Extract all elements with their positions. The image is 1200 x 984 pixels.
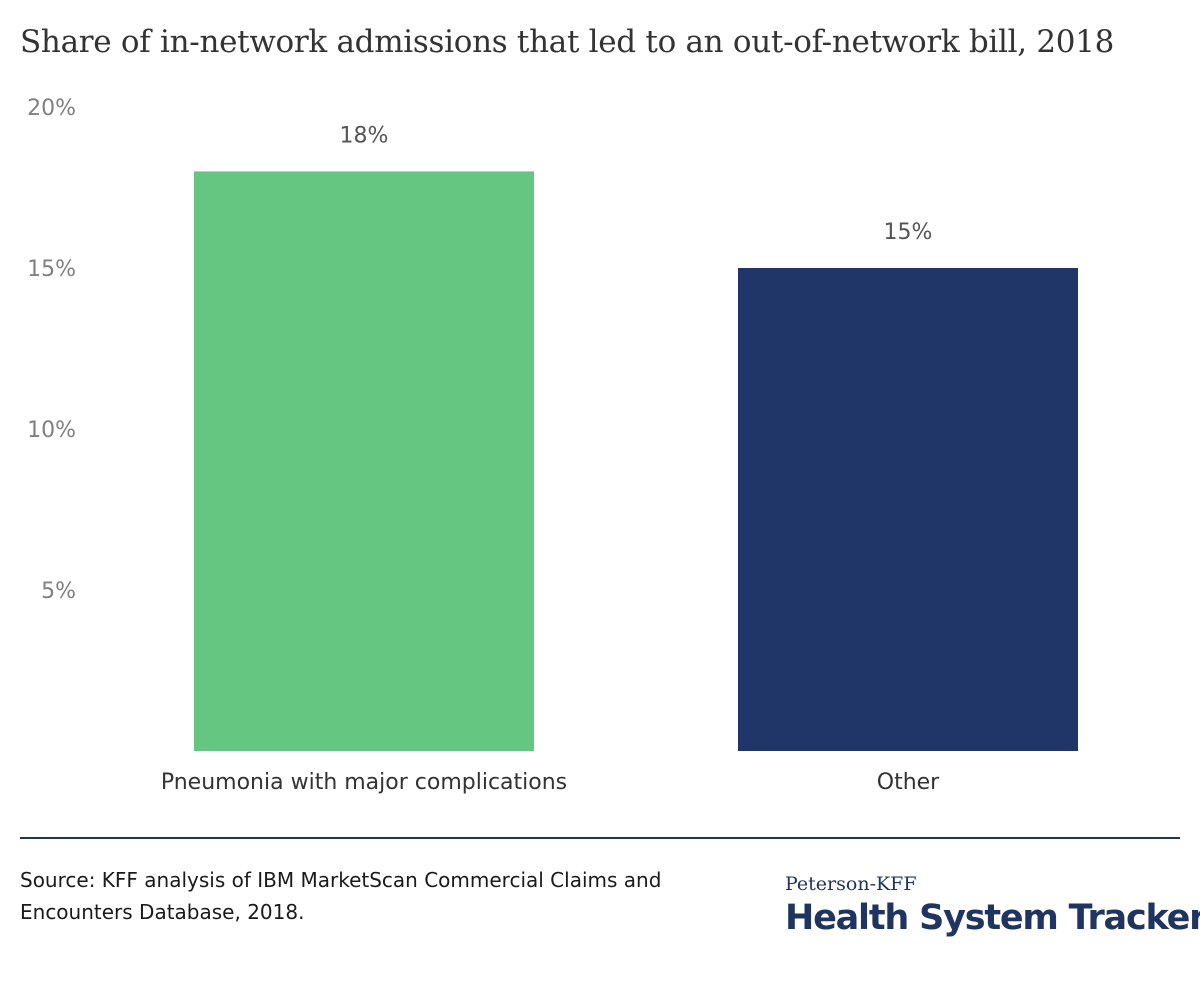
y-tick-label: 10% [27,418,76,443]
category-label: Pneumonia with major complications [161,770,567,795]
bar [738,268,1078,751]
data-label: 15% [884,220,933,245]
footer-divider [20,837,1180,839]
chart-title: Share of in-network admissions that led … [20,24,1115,60]
y-tick-label: 5% [41,579,76,604]
logo-title: Health System Tracker [785,898,1200,938]
logo-subtitle: Peterson-KFF [785,873,917,895]
brand-logo: Peterson-KFF Health System Tracker [785,872,1200,940]
source-note: Source: KFF analysis of IBM MarketScan C… [20,868,662,924]
y-tick-label: 20% [27,96,76,121]
bar [194,171,534,751]
y-tick-label: 15% [27,257,76,282]
category-label: Other [877,770,940,795]
data-label: 18% [340,123,389,148]
bar-chart: 5% 10% 15% 20% 18% Pneumonia with major compl… [27,96,1078,795]
